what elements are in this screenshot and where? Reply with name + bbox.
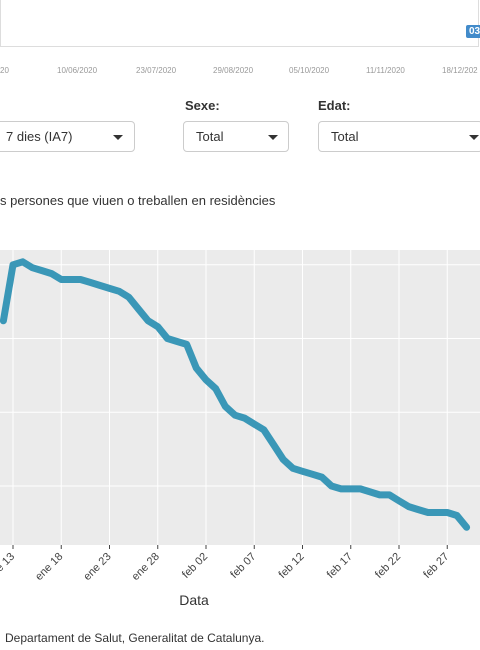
slider-tick-label: 11/11/2020 [366, 66, 405, 75]
dropdown-value: Total [331, 129, 359, 144]
plot-background [0, 250, 480, 545]
x-tick-label: feb 22 [373, 551, 403, 581]
dropdown[interactable]: 7 dies (IA7) [0, 121, 135, 152]
x-tick-label: ene 28 [130, 551, 162, 583]
slider-tick-label: 05/10/2020 [289, 66, 330, 75]
x-tick-label: ene 23 [81, 551, 113, 583]
filter-label: Edat: [318, 98, 351, 113]
dropdown-value: 7 dies (IA7) [6, 129, 73, 144]
slider-tick-label: 29/08/2020 [213, 66, 254, 75]
slider-badge: 03 [466, 25, 480, 38]
slider-tick-label: 05/2020 [0, 66, 9, 75]
dropdown-value: Total [196, 129, 224, 144]
x-tick-label: feb 07 [228, 551, 258, 581]
footer: Departament de Salut, Generalitat de Cat… [5, 631, 265, 645]
x-tick-label: feb 02 [180, 551, 210, 581]
chart: ene 13 ene 18 ene 23 ene 28 feb 02 feb 07 feb … [0, 250, 480, 608]
x-tick-label: ene 13 [0, 551, 17, 583]
slider-track[interactable] [0, 0, 479, 47]
slider-tick-label: 10/06/2020 [57, 66, 98, 75]
data-line [0, 258, 471, 531]
x-tick-label: feb 17 [325, 551, 355, 581]
x-tick-label: feb 27 [421, 551, 451, 581]
dropdown[interactable]: Total [318, 121, 480, 152]
x-tick-label: feb 12 [277, 551, 307, 581]
x-tick-label: ene 18 [33, 551, 65, 583]
slider-tick-label: 23/07/2020 [136, 66, 177, 75]
slider-tick-label: 18/12/202 [442, 66, 478, 75]
x-axis-title: Data [179, 592, 209, 608]
filter-label: Sexe: [185, 98, 220, 113]
subtitle: s persones que viuen o treballen en resi… [0, 193, 276, 208]
dropdown[interactable]: Total [183, 121, 289, 152]
